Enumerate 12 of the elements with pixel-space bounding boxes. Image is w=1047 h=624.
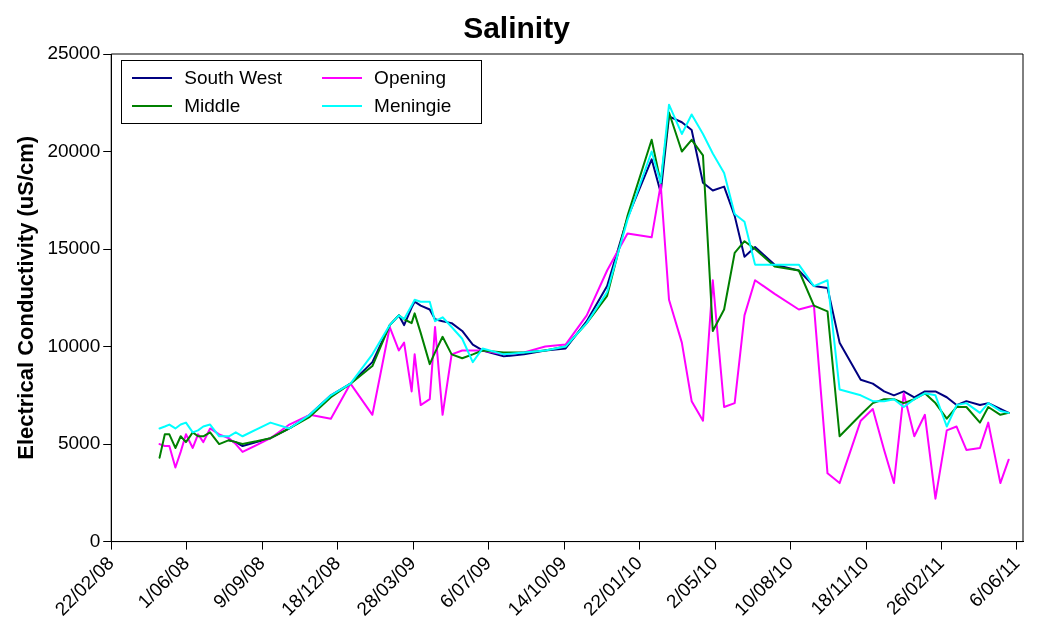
legend-label: Meningie [374,95,452,117]
legend-label: Opening [374,67,446,89]
y-tick-label: 5000 [57,432,101,454]
y-tick-label: 0 [89,529,101,551]
legend-label: Middle [184,95,241,117]
y-tick-label: 20000 [47,139,101,161]
y-tick-label: 15000 [47,237,101,259]
y-tick-label: 25000 [47,42,101,64]
y-axis-title: Electrical Conductivity (uS/cm) [13,135,39,460]
y-tick-label: 10000 [47,334,101,356]
legend-label: South West [184,67,283,89]
chart-title: Salinity [463,11,571,45]
